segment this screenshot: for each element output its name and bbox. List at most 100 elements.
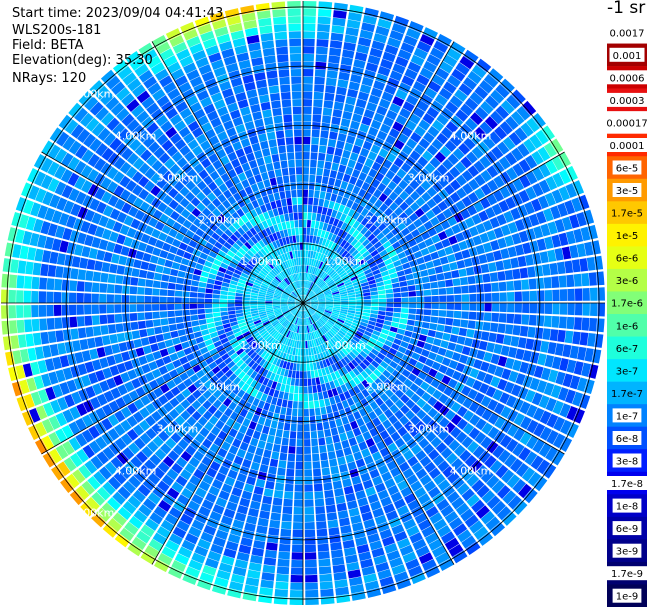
data-cell: [98, 239, 109, 251]
data-cell: [319, 445, 327, 454]
data-cell: [362, 334, 371, 341]
data-cell: [161, 139, 174, 152]
data-cell: [263, 449, 272, 459]
data-cell: [499, 171, 512, 185]
data-cell: [435, 67, 450, 80]
data-cell: [242, 458, 252, 469]
data-cell: [129, 295, 137, 303]
data-cell: [300, 348, 303, 356]
data-cell: [168, 275, 177, 283]
data-cell: [441, 238, 451, 248]
data-cell: [437, 479, 451, 492]
data-cell: [212, 312, 221, 318]
data-cell: [148, 361, 158, 371]
data-cell: [293, 273, 297, 282]
data-cell: [538, 179, 551, 194]
data-cell: [107, 518, 123, 532]
data-cell: [165, 126, 178, 139]
data-cell: [197, 212, 207, 222]
data-cell: [324, 308, 333, 313]
data-cell: [389, 30, 404, 42]
data-cell: [239, 325, 248, 331]
data-cell: [291, 316, 296, 324]
data-cell: [359, 278, 368, 284]
data-cell: [443, 325, 453, 334]
data-cell: [538, 163, 551, 178]
data-cell: [496, 506, 512, 521]
colorbar-label-bg: [612, 543, 642, 558]
data-cell: [406, 279, 415, 286]
data-cell: [289, 385, 295, 394]
data-cell: [91, 122, 105, 137]
data-cell: [318, 298, 326, 301]
data-cell: [282, 506, 293, 515]
data-cell: [170, 432, 182, 444]
data-cell: [314, 330, 319, 339]
data-cell: [80, 112, 94, 127]
data-cell: [476, 484, 490, 498]
data-cell: [144, 287, 153, 296]
data-cell: [273, 115, 283, 124]
data-cell: [587, 224, 598, 240]
data-cell: [75, 418, 87, 432]
data-cell: [342, 539, 355, 549]
data-cell: [218, 266, 227, 274]
data-cell: [569, 345, 579, 359]
azimuth-spoke: [41, 302, 304, 455]
data-cell: [275, 382, 282, 391]
data-cell: [316, 260, 322, 269]
data-cell: [304, 544, 317, 553]
data-cell: [55, 444, 69, 460]
data-cell: [312, 331, 317, 339]
data-cell: [89, 138, 102, 152]
data-cell: [582, 303, 590, 316]
data-cell: [192, 50, 207, 62]
colorbar-tick-label: 6e-8: [616, 434, 639, 445]
data-cell: [373, 273, 382, 279]
data-cell: [178, 546, 193, 559]
data-cell: [303, 38, 315, 47]
data-cell: [518, 483, 532, 499]
data-cell: [168, 506, 182, 519]
data-cell: [556, 261, 566, 275]
data-cell: [358, 188, 367, 198]
data-cell: [496, 213, 507, 226]
data-cell: [22, 230, 33, 245]
data-cell: [281, 308, 289, 313]
data-cell: [240, 67, 253, 77]
data-cell: [198, 64, 212, 76]
data-cell: [54, 317, 63, 330]
data-cell: [81, 429, 94, 443]
data-cell: [382, 275, 391, 281]
data-cell: [189, 292, 198, 298]
data-cell: [461, 294, 470, 302]
data-cell: [284, 491, 294, 500]
data-cell: [293, 258, 297, 266]
data-cell: [261, 237, 269, 246]
data-cell: [110, 102, 125, 116]
data-cell: [140, 261, 150, 270]
data-cell: [373, 554, 387, 565]
data-cell: [51, 465, 65, 481]
data-cell: [129, 304, 137, 313]
data-cell: [218, 465, 230, 476]
data-cell: [186, 35, 201, 48]
data-cell: [381, 227, 391, 236]
data-cell: [356, 214, 365, 223]
data-cell: [394, 530, 408, 542]
data-cell: [204, 557, 219, 569]
data-cell: [307, 273, 311, 281]
data-cell: [333, 263, 341, 271]
data-cell: [361, 22, 376, 33]
data-cell: [224, 8, 240, 19]
data-cell: [276, 265, 282, 273]
data-cell: [305, 582, 319, 590]
data-cell: [295, 332, 299, 341]
data-cell: [379, 203, 389, 213]
data-cell: [268, 466, 277, 475]
data-cell: [324, 311, 332, 316]
data-cell: [318, 299, 326, 302]
data-cell: [217, 447, 228, 458]
data-cell: [277, 421, 285, 430]
data-cell: [131, 171, 144, 183]
